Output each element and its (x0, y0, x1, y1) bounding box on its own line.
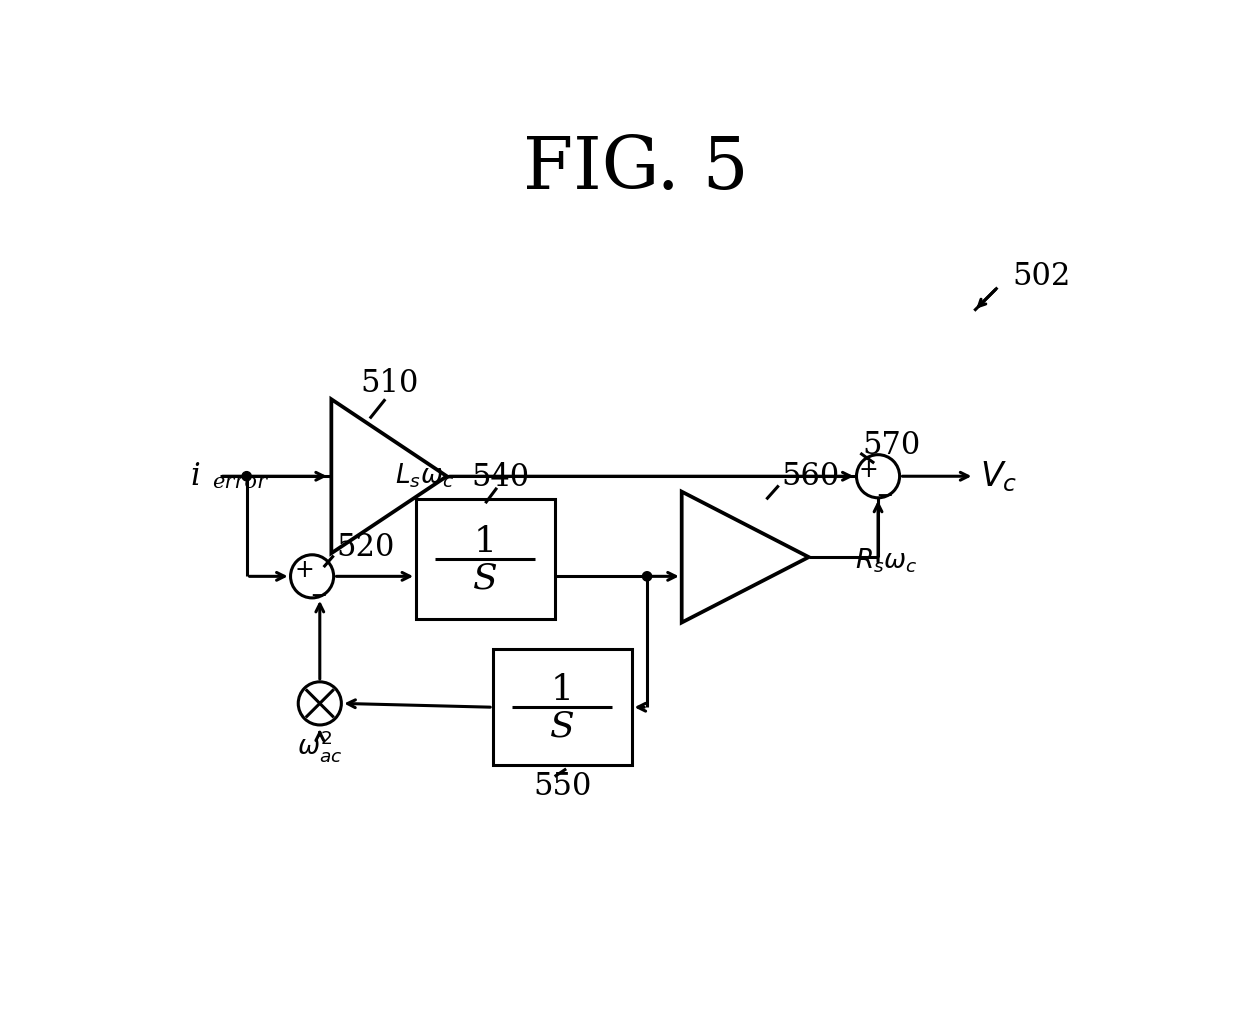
Text: _: _ (878, 472, 890, 496)
Text: 550: 550 (533, 771, 591, 802)
Text: $\omega_{ac}^{2}$: $\omega_{ac}^{2}$ (298, 728, 342, 764)
Text: $R_s\omega_c$: $R_s\omega_c$ (854, 547, 918, 576)
Text: S: S (551, 710, 574, 743)
Text: $V_c$: $V_c$ (981, 459, 1018, 493)
Text: _: _ (312, 572, 325, 596)
Text: 520: 520 (337, 532, 396, 563)
Text: i: i (191, 461, 201, 492)
Circle shape (242, 472, 252, 481)
Text: +: + (859, 458, 879, 482)
Text: 502: 502 (1013, 260, 1071, 292)
Text: 1: 1 (474, 525, 497, 559)
Text: S: S (472, 561, 497, 595)
Text: 560: 560 (781, 461, 839, 492)
Text: FIG. 5: FIG. 5 (523, 133, 748, 203)
Text: +: + (295, 558, 314, 582)
Text: 570: 570 (863, 430, 921, 461)
Text: error: error (212, 473, 267, 492)
Bar (417, 499, 554, 618)
Text: 510: 510 (360, 368, 418, 400)
Text: 540: 540 (471, 463, 529, 493)
Bar (494, 650, 631, 765)
Text: $L_s\omega_c$: $L_s\omega_c$ (396, 462, 454, 490)
Circle shape (642, 572, 652, 581)
Text: 1: 1 (551, 673, 574, 707)
